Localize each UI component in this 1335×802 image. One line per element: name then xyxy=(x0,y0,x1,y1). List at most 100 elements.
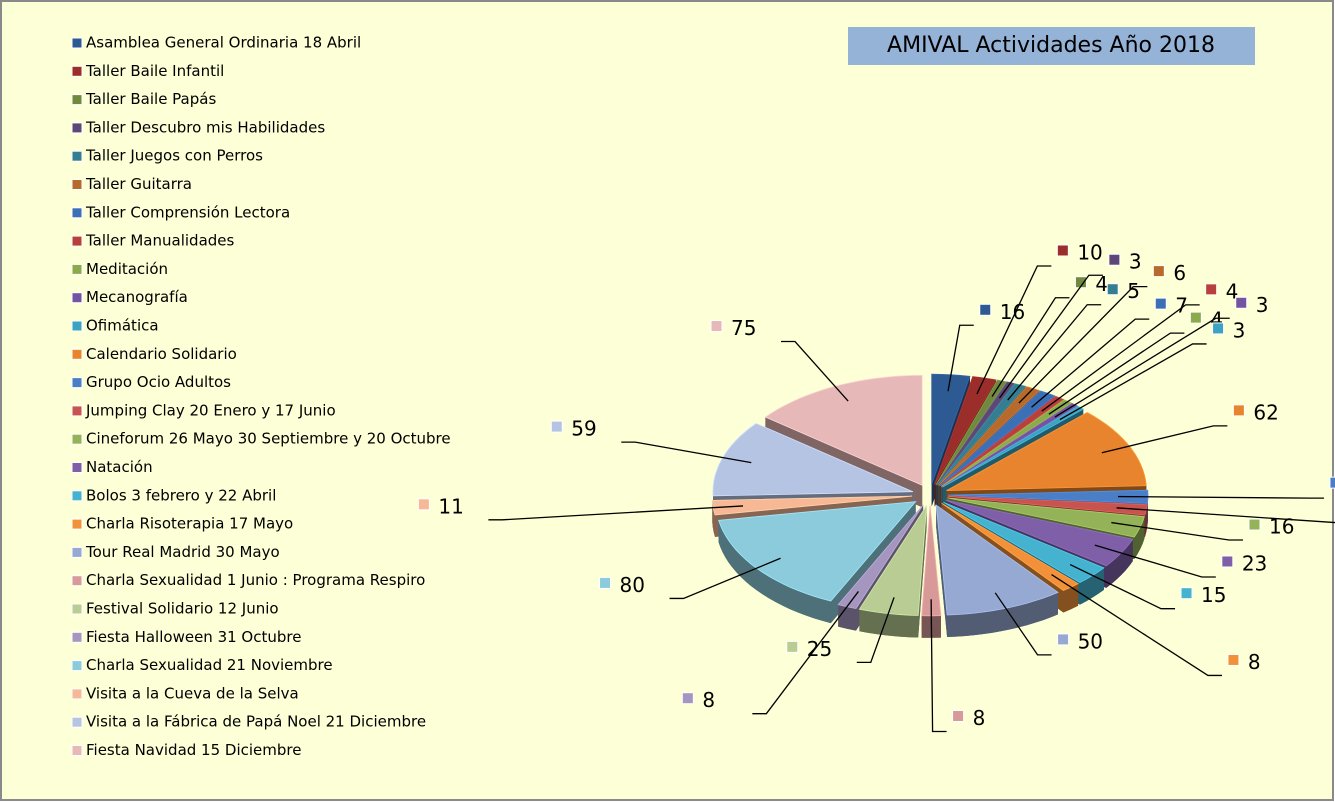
data-label: 8 xyxy=(1248,650,1261,674)
legend-swatch xyxy=(71,490,83,502)
title-box xyxy=(848,27,1255,65)
leader-line xyxy=(994,592,1052,656)
leader-line xyxy=(930,599,947,733)
legend-label: Jumping Clay 20 Enero y 17 Junio xyxy=(85,401,336,419)
pie: 161043567443362108162315850825880115975 xyxy=(417,240,1335,733)
legend-swatch xyxy=(71,546,83,558)
legend-swatch xyxy=(71,433,83,445)
chart-title: AMIVAL Actividades Año 2018 xyxy=(887,33,1215,58)
legend-swatch xyxy=(71,405,83,417)
legend-swatch xyxy=(71,462,83,473)
legend-swatch xyxy=(71,179,83,190)
data-label: 62 xyxy=(1253,400,1278,424)
leader-line xyxy=(991,297,1070,397)
leader-line xyxy=(1031,318,1150,408)
data-label-swatch xyxy=(952,709,965,722)
data-label-swatch xyxy=(1205,283,1218,296)
legend-swatch xyxy=(71,518,83,530)
legend-swatch xyxy=(71,688,83,700)
data-label: 16 xyxy=(1269,515,1294,539)
legend-swatch xyxy=(71,263,83,275)
legend-label: Festival Solidario 12 Junio xyxy=(86,600,279,618)
leader-line xyxy=(1059,343,1207,421)
data-label: 75 xyxy=(731,316,756,340)
data-label-swatch xyxy=(979,303,992,316)
leader-line xyxy=(1117,495,1324,499)
leader-line xyxy=(621,441,752,464)
leader-line xyxy=(1094,544,1216,578)
data-label: 23 xyxy=(1242,551,1267,575)
data-label-swatch xyxy=(1212,322,1225,335)
legend-label: Meditación xyxy=(86,260,168,278)
data-label: 25 xyxy=(807,637,832,661)
data-label: 80 xyxy=(620,573,645,597)
legend-label: Fiesta Halloween 31 Octubre xyxy=(86,628,301,646)
leader-line xyxy=(1101,425,1228,454)
data-label-swatch xyxy=(1106,283,1119,296)
slice-side xyxy=(859,609,919,638)
legend-swatch xyxy=(71,660,83,672)
legend-label: Charla Sexualidad 1 Junio : Programa Res… xyxy=(86,571,425,589)
data-label-swatch xyxy=(550,420,563,433)
data-label: 8 xyxy=(973,706,986,730)
data-label-swatch xyxy=(1152,265,1165,278)
slice-side xyxy=(712,500,715,537)
legend-label: Taller Comprensión Lectora xyxy=(85,203,290,221)
legend-label: Charla Sexualidad 21 Noviembre xyxy=(86,656,333,674)
data-label: 11 xyxy=(438,494,463,518)
legend-swatch xyxy=(71,207,83,219)
leader-line xyxy=(1051,574,1222,677)
data-label: 50 xyxy=(1078,629,1103,653)
slice-side xyxy=(1063,583,1079,613)
legend-label: Grupo Ocio Adultos xyxy=(86,373,231,391)
legend-swatch xyxy=(71,348,83,360)
legend-label: Cineforum 26 Mayo 30 Septiembre y 20 Oct… xyxy=(86,430,451,448)
data-label-swatch xyxy=(1108,253,1121,266)
leader-line xyxy=(1111,521,1243,541)
legend-swatch xyxy=(71,320,83,332)
legend-swatch xyxy=(71,745,83,756)
leader-line xyxy=(1069,563,1176,610)
data-label-swatch xyxy=(599,576,612,589)
data-label-swatch xyxy=(1329,476,1335,489)
legend-label: Taller Manualidades xyxy=(85,232,235,250)
leader-line xyxy=(998,274,1103,399)
slice-side xyxy=(1106,539,1133,588)
leader-line xyxy=(1116,507,1335,524)
legend-label: Visita a la Fábrica de Papá Noel 21 Dici… xyxy=(86,713,426,731)
legend-label: Taller Baile Papás xyxy=(85,90,216,108)
legend-label: Taller Guitarra xyxy=(85,175,192,193)
data-label: 10 xyxy=(1077,240,1102,264)
data-label-swatch xyxy=(1227,653,1240,666)
legend-label: Ofimática xyxy=(86,317,159,335)
slice-side xyxy=(947,592,1058,637)
legend-swatch xyxy=(71,575,83,587)
leader-line xyxy=(1048,332,1185,415)
legend-label: Taller Descubro mis Habilidades xyxy=(85,118,325,136)
leader-line xyxy=(947,324,974,392)
legend-label: Natación xyxy=(86,458,153,476)
legend-swatch xyxy=(71,94,83,106)
legend-label: Fiesta Navidad 15 Diciembre xyxy=(86,741,301,759)
data-label: 3 xyxy=(1233,318,1246,342)
data-label: 4 xyxy=(1095,272,1108,296)
leader-line xyxy=(752,591,859,715)
slice-side xyxy=(838,604,856,631)
legend-label: Tour Real Madrid 30 Mayo xyxy=(85,543,280,561)
data-label: 4 xyxy=(1226,279,1239,303)
data-label-swatch xyxy=(1056,244,1069,257)
legend-label: Mecanografía xyxy=(86,288,188,306)
data-label-swatch xyxy=(1154,297,1167,310)
data-label-swatch xyxy=(1235,296,1248,309)
data-label: 3 xyxy=(1256,293,1269,317)
legend-swatch xyxy=(71,377,83,389)
data-label-swatch xyxy=(417,498,430,511)
data-label-swatch xyxy=(1057,633,1070,646)
data-label-swatch xyxy=(1221,555,1234,568)
leader-line xyxy=(669,557,781,600)
leader-line xyxy=(1007,304,1102,401)
legend-label: Asamblea General Ordinaria 18 Abril xyxy=(86,34,361,52)
slice-side xyxy=(1144,504,1148,538)
slice-wall xyxy=(936,505,948,637)
